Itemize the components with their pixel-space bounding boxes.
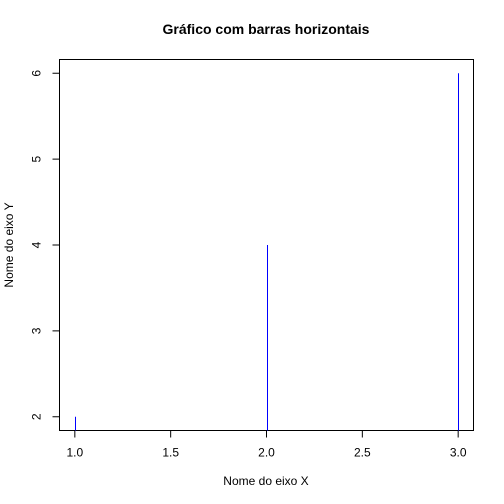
chart-title: Gráfico com barras horizontais <box>163 21 370 37</box>
x-tick-label: 1.0 <box>66 446 83 460</box>
y-tick-label: 4 <box>30 241 44 248</box>
plot-area-frame <box>59 59 474 431</box>
x-axis: 1.0 1.5 2.0 2.5 3.0 <box>66 430 467 460</box>
y-tick-label: 5 <box>30 155 44 162</box>
y-tick-label: 3 <box>30 327 44 334</box>
x-tick-label: 2.5 <box>354 446 371 460</box>
y-axis-label: Nome do eixo Y <box>2 202 16 287</box>
x-axis-label: Nome do eixo X <box>223 474 308 488</box>
x-tick-label: 2.0 <box>258 446 275 460</box>
y-axis: 2 3 4 5 6 <box>30 70 60 420</box>
x-tick-label: 1.5 <box>162 446 179 460</box>
x-tick-label: 3.0 <box>450 446 467 460</box>
y-tick-label: 2 <box>30 413 44 420</box>
y-tick-label: 6 <box>30 70 44 77</box>
bars-group <box>75 73 459 431</box>
